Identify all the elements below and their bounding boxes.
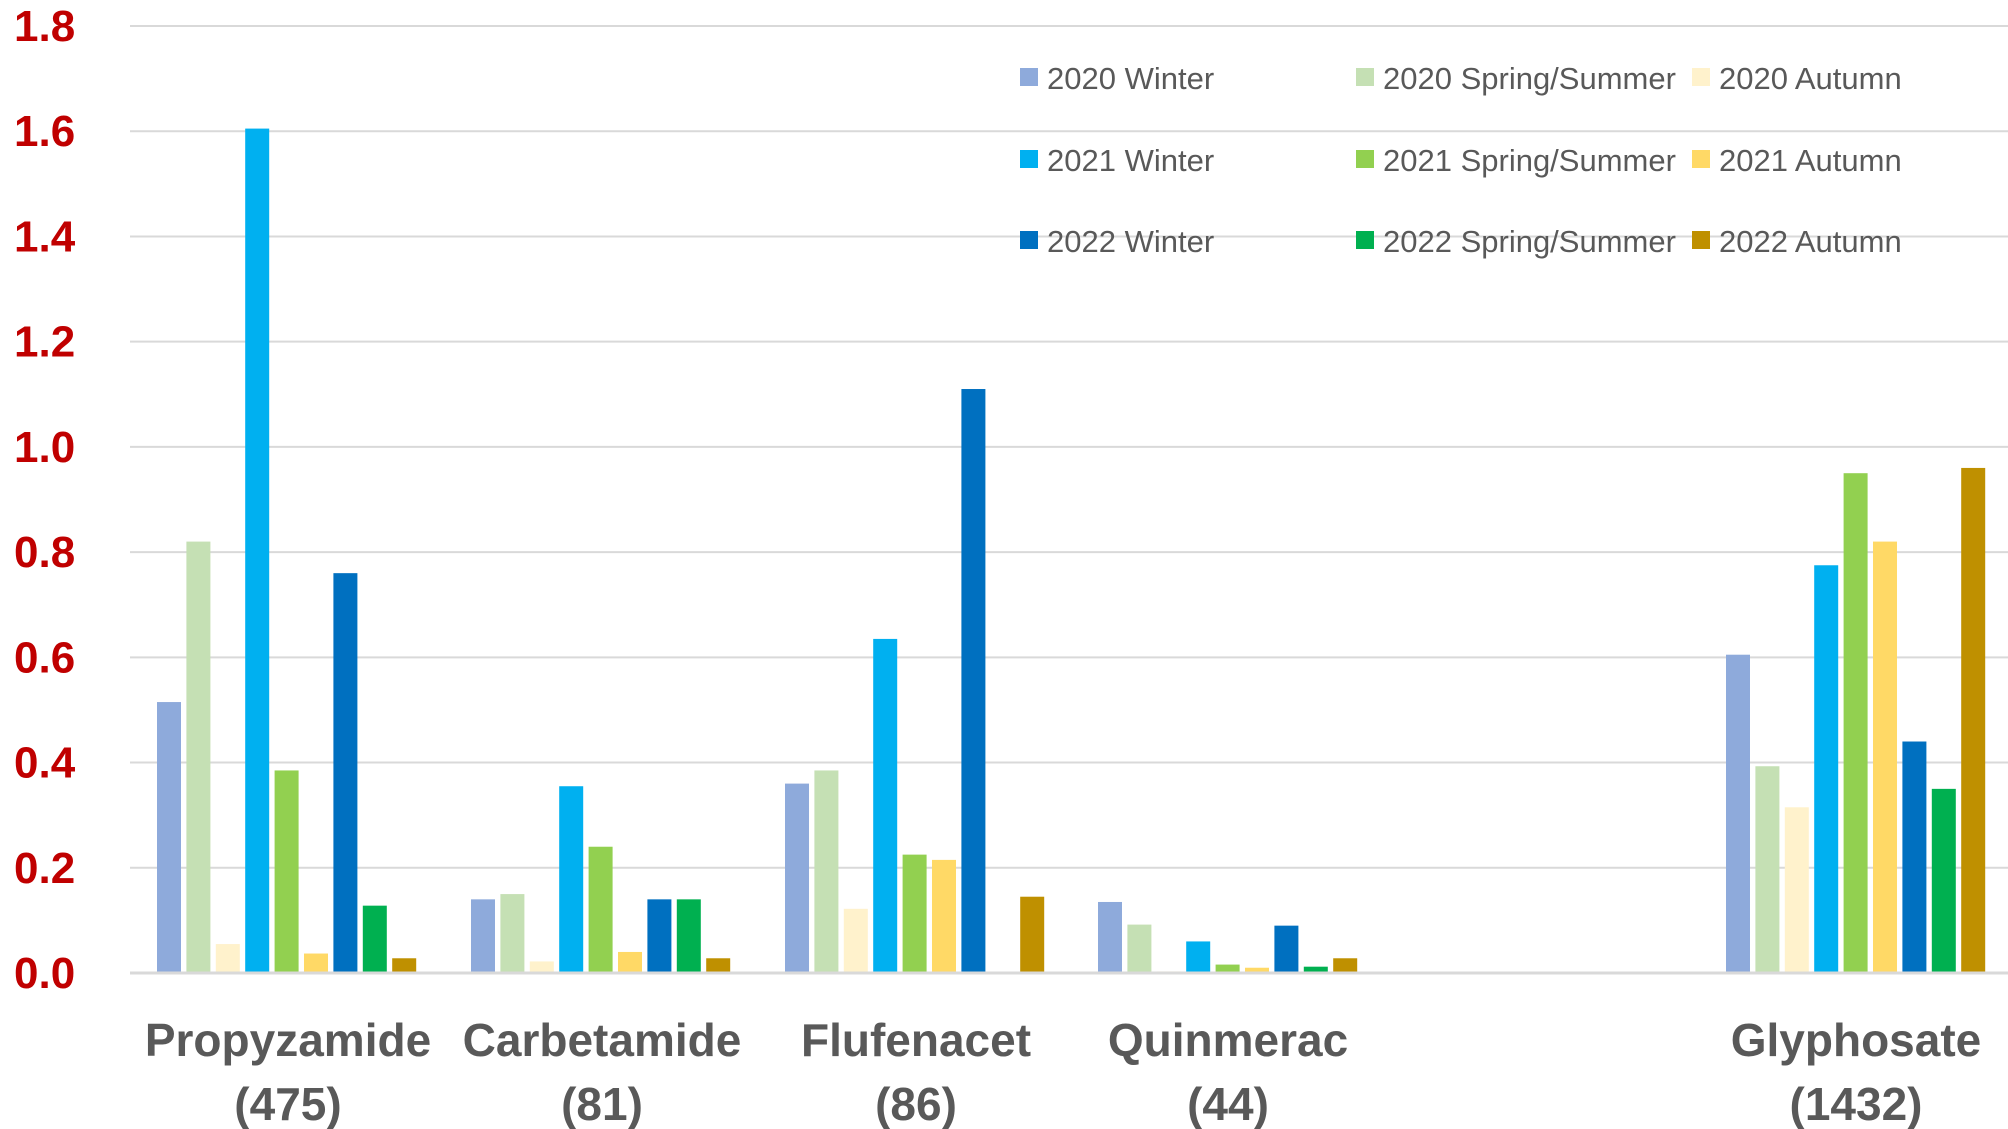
bar <box>1186 941 1211 973</box>
legend: 2020 Winter 2020 Spring/Summer 2020 Autumn… <box>1020 61 1902 259</box>
bar <box>873 638 898 973</box>
legend-swatch <box>1020 231 1038 249</box>
bar <box>559 786 584 973</box>
legend-swatch <box>1692 231 1710 249</box>
legend-swatch <box>1356 231 1374 249</box>
bar <box>1873 541 1897 973</box>
legend-item: 2020 Winter <box>1020 61 1214 96</box>
legend-label: 2021 Spring/Summer <box>1383 143 1676 178</box>
y-axis-ticks: 0.0 0.2 0.4 0.6 0.8 1.0 1.2 1.4 1.6 1.8 <box>14 2 76 998</box>
bar <box>1814 565 1839 973</box>
bar <box>961 389 986 973</box>
bar <box>362 905 387 973</box>
y-tick-label: 0.0 <box>14 949 75 998</box>
bar <box>618 951 642 973</box>
bar <box>1303 966 1328 973</box>
bar <box>1931 788 1956 973</box>
legend-label: 2022 Autumn <box>1719 224 1902 259</box>
bar <box>1784 807 1809 973</box>
y-tick-label: 0.6 <box>14 633 75 682</box>
bar <box>1098 901 1122 973</box>
y-tick-label: 0.8 <box>14 528 75 577</box>
bar <box>333 573 358 973</box>
legend-item: 2022 Winter <box>1020 224 1214 259</box>
gridlines <box>130 25 2008 869</box>
legend-label: 2022 Spring/Summer <box>1383 224 1676 259</box>
legend-label: 2022 Winter <box>1047 224 1214 259</box>
bar <box>1961 467 1986 973</box>
y-tick-label: 1.6 <box>14 107 75 156</box>
bars <box>157 128 1986 973</box>
y-tick-label: 0.2 <box>14 844 75 893</box>
bar <box>471 899 495 973</box>
legend-label: 2020 Spring/Summer <box>1383 61 1676 96</box>
legend-swatch <box>1020 68 1038 86</box>
bar <box>1755 766 1780 973</box>
bar <box>843 908 868 973</box>
x-tick-label: Propyzamide <box>145 1014 431 1066</box>
x-tick-count: (81) <box>561 1078 643 1129</box>
x-tick-count: (44) <box>1187 1078 1269 1129</box>
legend-label: 2020 Winter <box>1047 61 1214 96</box>
legend-item: 2021 Autumn <box>1692 143 1902 178</box>
bar <box>215 944 240 973</box>
bar <box>186 541 211 973</box>
legend-item: 2020 Autumn <box>1692 61 1902 96</box>
bar <box>1020 896 1045 973</box>
legend-label: 2021 Winter <box>1047 143 1214 178</box>
bar <box>1127 924 1152 973</box>
legend-label: 2020 Autumn <box>1719 61 1902 96</box>
legend-item: 2021 Winter <box>1020 143 1214 178</box>
x-tick-label: Glyphosate <box>1731 1014 1982 1066</box>
y-tick-label: 0.4 <box>14 739 76 788</box>
x-axis-category-labels: Propyzamide (475) Carbetamide (81) Flufenace… <box>145 1014 1981 1129</box>
bar <box>1245 967 1269 973</box>
bar <box>1274 925 1299 973</box>
x-tick-label: Flufenacet <box>801 1014 1031 1066</box>
legend-swatch <box>1692 150 1710 168</box>
bar <box>245 128 270 973</box>
legend-item: 2022 Spring/Summer <box>1356 224 1676 259</box>
bar <box>1333 958 1358 973</box>
x-tick-count: (475) <box>234 1078 341 1129</box>
legend-item: 2020 Spring/Summer <box>1356 61 1676 96</box>
legend-swatch <box>1692 68 1710 86</box>
bar <box>392 958 417 973</box>
bar <box>588 846 613 973</box>
x-tick-count: (1432) <box>1790 1078 1923 1129</box>
bar <box>902 854 927 973</box>
legend-swatch <box>1020 150 1038 168</box>
bar <box>500 894 525 973</box>
bar <box>647 899 672 973</box>
bar <box>529 961 554 973</box>
bar <box>1902 741 1927 973</box>
bar <box>814 770 839 973</box>
x-tick-count: (86) <box>875 1078 957 1129</box>
y-tick-label: 1.4 <box>14 212 76 261</box>
y-tick-label: 1.0 <box>14 423 75 472</box>
y-tick-label: 1.8 <box>14 2 75 51</box>
y-tick-label: 1.2 <box>14 318 75 367</box>
bar <box>932 859 956 973</box>
bar <box>157 702 181 973</box>
bar <box>1726 654 1750 973</box>
bar <box>274 770 299 973</box>
bar <box>785 783 809 973</box>
legend-label: 2021 Autumn <box>1719 143 1902 178</box>
legend-swatch <box>1356 150 1374 168</box>
bar <box>1215 964 1240 973</box>
bar <box>304 953 328 973</box>
x-tick-label: Quinmerac <box>1108 1014 1348 1066</box>
legend-item: 2021 Spring/Summer <box>1356 143 1676 178</box>
x-tick-label: Carbetamide <box>463 1014 742 1066</box>
legend-swatch <box>1356 68 1374 86</box>
bar <box>676 899 701 973</box>
bar <box>1843 473 1868 973</box>
legend-item: 2022 Autumn <box>1692 224 1902 259</box>
bar <box>706 958 731 973</box>
